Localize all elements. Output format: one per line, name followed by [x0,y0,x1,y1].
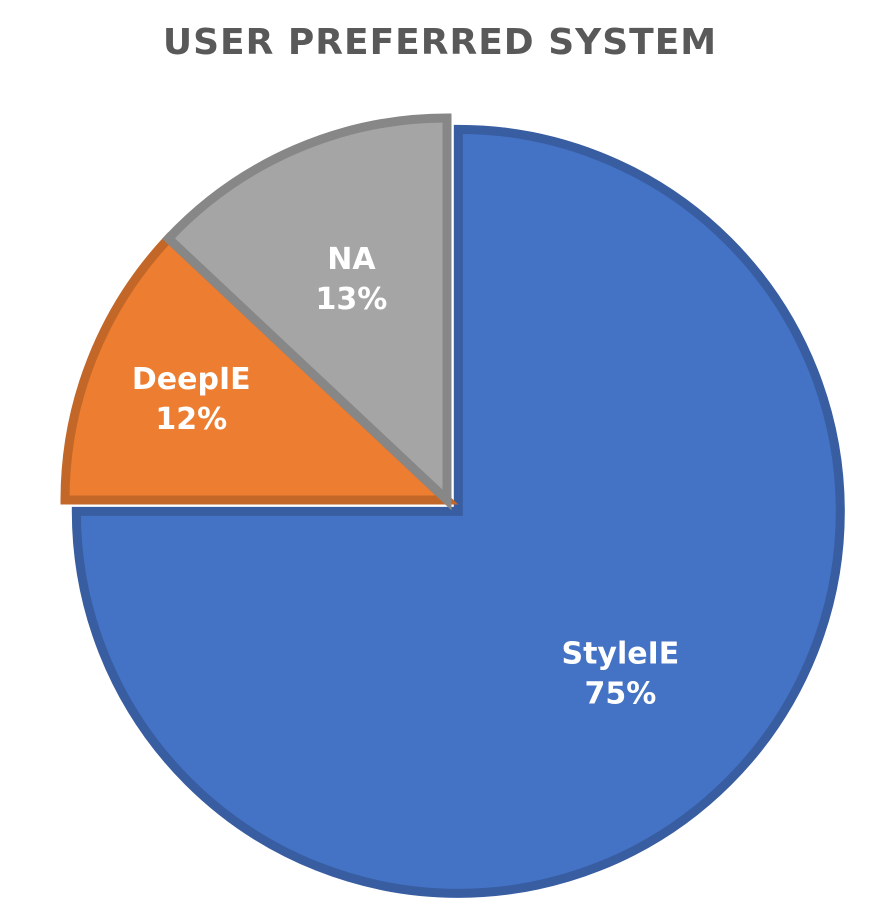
chart-title: USER PREFERRED SYSTEM [162,22,718,63]
slice-label-na: NA [327,242,376,277]
pie-slice-deepie [60,232,459,505]
slice-percent-na: 13% [316,282,388,317]
pie-slices [60,113,845,898]
slice-label-deepie: DeepIE [132,362,251,397]
slice-label-styleie: StyleIE [561,636,679,671]
pie-slice-na [162,113,452,511]
pie-slice-styleie [71,124,845,898]
slice-percent-deepie: 12% [155,402,227,437]
slice-percent-styleie: 75% [584,676,656,711]
pie-labels: StyleIE 75% DeepIE 12% NA 13% [132,242,679,711]
